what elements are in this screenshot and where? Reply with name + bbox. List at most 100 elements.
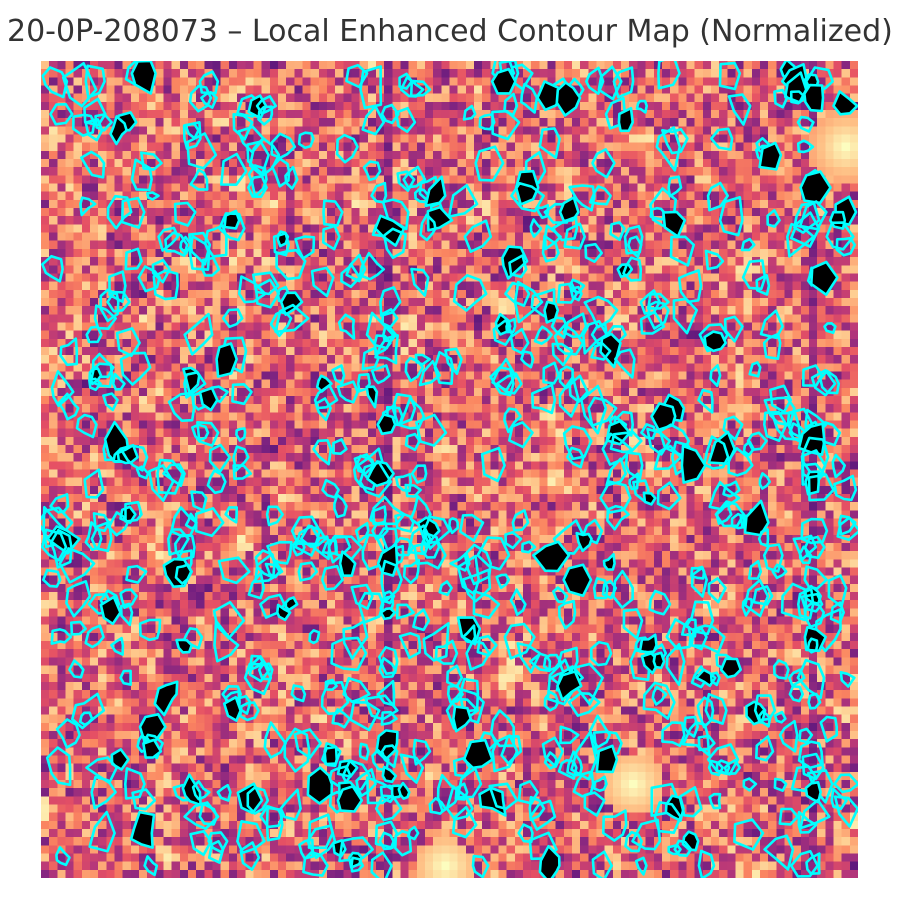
contour-line <box>378 656 397 679</box>
contour-line <box>592 775 608 793</box>
contour-line <box>796 139 815 154</box>
contour-line <box>762 410 788 443</box>
contour-line <box>110 748 130 771</box>
contour-line <box>179 235 193 255</box>
contour-line <box>801 364 824 387</box>
contour-line <box>648 589 672 616</box>
contour-line <box>322 199 344 227</box>
contour-line <box>480 446 506 483</box>
contour-line <box>393 829 413 857</box>
contour-line <box>590 342 612 361</box>
contour-line <box>461 568 492 603</box>
contour-line <box>138 618 162 642</box>
contour-line <box>508 254 528 279</box>
contour-line <box>80 150 106 179</box>
contour-line <box>125 564 148 584</box>
contour-line <box>556 282 578 304</box>
contour-line <box>336 380 360 404</box>
contour-line <box>222 695 242 722</box>
contour-line <box>657 61 681 90</box>
contour-line <box>372 495 406 526</box>
contour-line <box>335 133 359 164</box>
contour-line <box>124 247 143 271</box>
contour-line <box>276 603 292 622</box>
contour-line <box>370 851 393 878</box>
contour-line <box>297 131 315 150</box>
contour-line <box>766 209 781 228</box>
contour-line <box>503 92 519 117</box>
contour-line <box>412 738 432 766</box>
contour-line <box>275 248 307 281</box>
contour-line <box>395 603 415 620</box>
contour-line <box>706 743 740 776</box>
contour-line <box>148 464 175 502</box>
contour-line <box>538 127 561 159</box>
contour-line <box>589 640 613 667</box>
contour-line <box>478 113 496 131</box>
contour-line <box>49 493 70 514</box>
contour-line <box>102 392 119 412</box>
contour-line <box>350 856 365 873</box>
contour-line <box>357 591 385 624</box>
contour-line <box>472 589 501 620</box>
contour-line <box>447 184 479 218</box>
contour-line <box>773 88 789 109</box>
contour-line <box>370 364 391 385</box>
contour-line <box>246 786 270 815</box>
contour-line <box>337 313 356 340</box>
contour-line <box>704 692 728 725</box>
contour-line <box>182 120 202 150</box>
contour-line <box>190 490 208 512</box>
contour-line <box>41 66 69 99</box>
contour-line <box>727 93 752 126</box>
contour-line <box>399 753 425 784</box>
contour-line <box>376 413 397 436</box>
contour-line <box>119 444 149 472</box>
contour-line <box>789 90 807 105</box>
contour-line <box>380 308 399 329</box>
contour-line <box>491 734 519 773</box>
contour-line <box>88 810 116 853</box>
contour-line <box>87 377 102 392</box>
contour-line <box>221 308 244 329</box>
contour-line <box>563 222 587 250</box>
contour-line <box>529 218 543 238</box>
contour-line <box>91 352 115 379</box>
contour-line <box>69 620 88 636</box>
contour-line <box>836 516 858 542</box>
contour-line <box>451 805 478 839</box>
contour-line <box>115 327 141 358</box>
contour-line <box>213 619 240 663</box>
contour-line <box>773 777 788 793</box>
contour-line <box>757 710 772 728</box>
contour-line <box>375 729 399 761</box>
contour-line <box>215 342 238 378</box>
contour-line <box>495 372 523 395</box>
contour-line <box>708 792 722 810</box>
contour-line <box>505 317 517 334</box>
contour-line <box>806 769 834 804</box>
contour-line <box>757 528 770 548</box>
contour-line <box>380 710 398 726</box>
contour-line <box>796 587 815 620</box>
contour-line <box>338 550 357 578</box>
contour-line <box>350 583 374 610</box>
contour-line <box>157 226 179 252</box>
contour-line <box>530 383 557 415</box>
contour-line <box>562 563 593 598</box>
contour-line <box>825 221 855 251</box>
contour-line <box>538 844 561 878</box>
contour-line <box>181 627 204 650</box>
contour-line <box>410 464 428 484</box>
heatmap-image <box>41 61 858 878</box>
contour-line <box>509 588 527 617</box>
contour-line <box>831 453 847 479</box>
contour-line <box>418 359 441 387</box>
contour-line <box>58 547 96 584</box>
contour-line <box>333 493 348 519</box>
contour-line <box>489 366 515 397</box>
contour-line <box>804 66 835 97</box>
contour-line <box>723 315 744 343</box>
contour-line <box>220 152 248 186</box>
contour-line <box>733 818 765 851</box>
